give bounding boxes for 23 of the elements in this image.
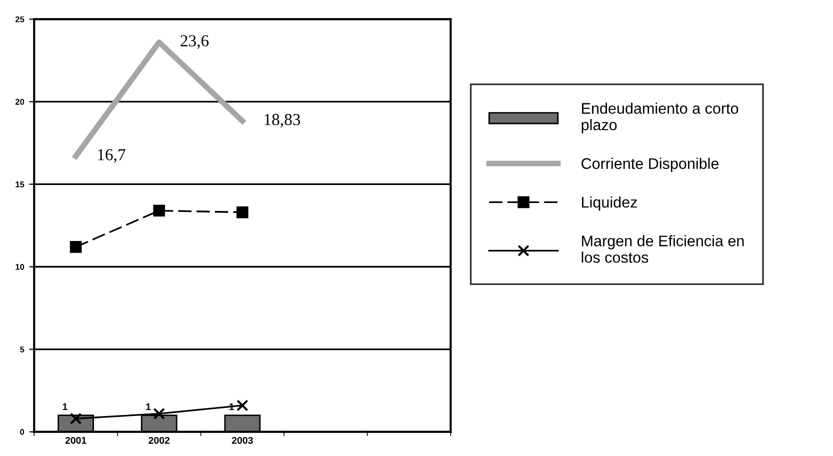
legend-label: Corriente Disponible — [582, 158, 719, 172]
x-tick-label: 2002 — [148, 436, 170, 444]
point — [236, 206, 248, 218]
y-tick-label: 20 — [15, 98, 24, 105]
data-label: 23,6 — [180, 35, 209, 49]
legend-label: Endeudamiento a corto plazo — [582, 102, 738, 134]
data-label: 16,7 — [98, 149, 126, 163]
legend-label: Margen de Eficiencia en los costos — [582, 235, 744, 263]
y-tick-label: 10 — [16, 264, 24, 270]
point — [236, 400, 248, 412]
y-tick-label: 25 — [15, 16, 24, 22]
y-tick-label: 15 — [16, 182, 24, 188]
data-label: 18,83 — [264, 114, 300, 128]
data-label: 1 — [146, 403, 151, 410]
legend-label: Liquidez — [582, 196, 637, 211]
x-tick-label: 2001 — [65, 436, 86, 444]
x-tick-label: 2003 — [232, 436, 253, 444]
data-label: 1 — [62, 403, 68, 410]
point — [153, 408, 166, 420]
point — [153, 204, 166, 217]
y-tick-label: 0 — [20, 429, 24, 435]
y-tick-label: 5 — [20, 346, 24, 352]
point — [70, 241, 82, 253]
